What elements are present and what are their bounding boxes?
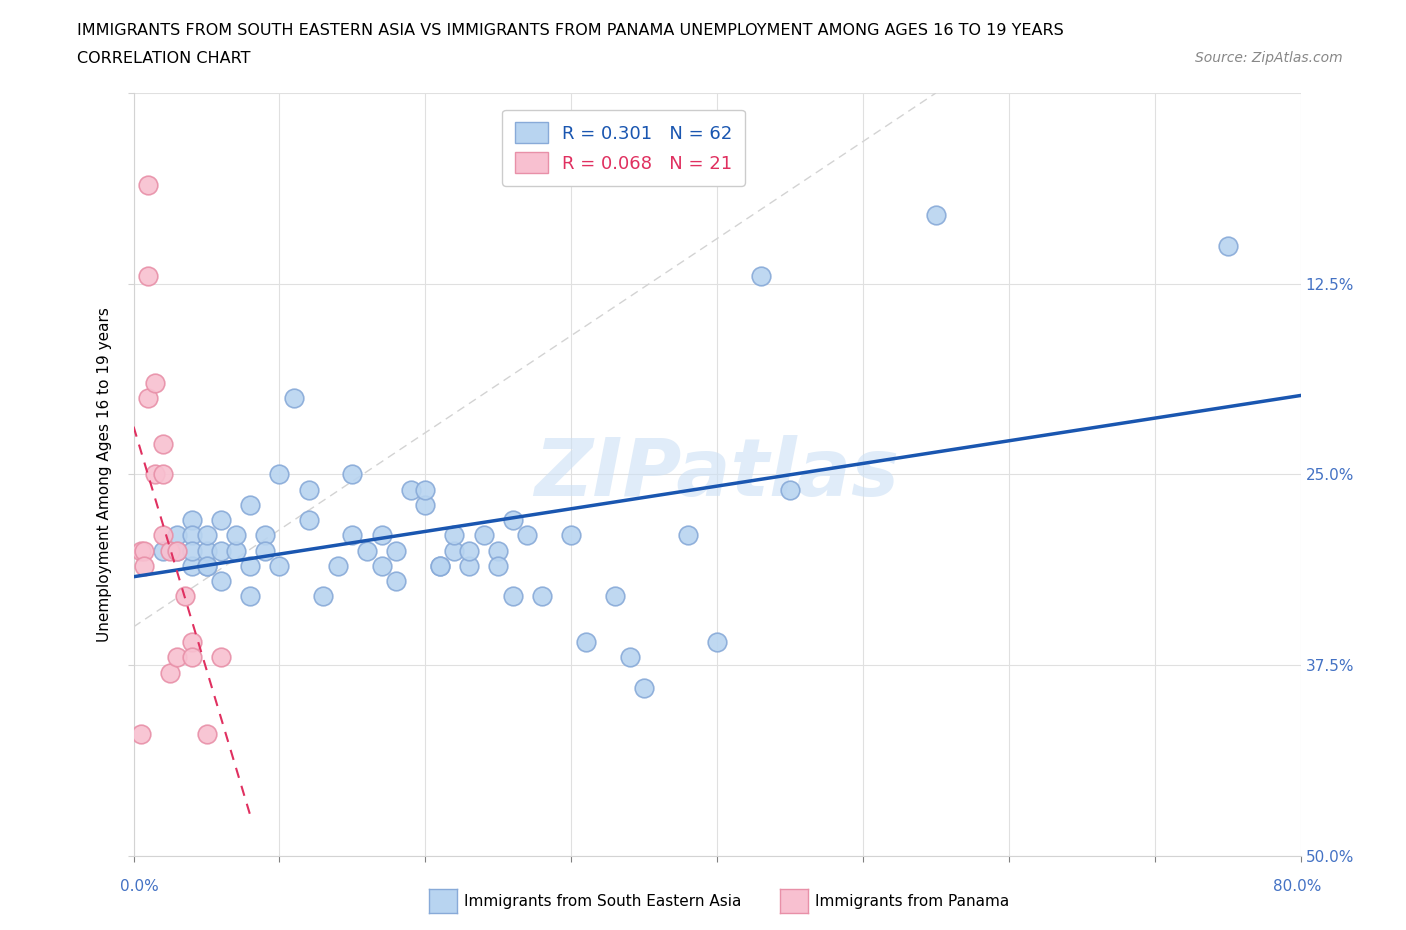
Point xyxy=(560,528,582,543)
Point xyxy=(749,269,772,284)
Point xyxy=(195,558,218,573)
Point xyxy=(575,634,598,649)
Point xyxy=(225,528,247,543)
Point xyxy=(676,528,699,543)
Point xyxy=(195,543,218,558)
Point xyxy=(145,467,167,482)
Point xyxy=(195,726,218,741)
Point xyxy=(619,650,641,665)
Text: IMMIGRANTS FROM SOUTH EASTERN ASIA VS IMMIGRANTS FROM PANAMA UNEMPLOYMENT AMONG : IMMIGRANTS FROM SOUTH EASTERN ASIA VS IM… xyxy=(77,23,1064,38)
Point xyxy=(132,558,155,573)
Point xyxy=(458,558,481,573)
Point xyxy=(385,574,408,589)
Point xyxy=(180,512,202,527)
Point xyxy=(195,528,218,543)
Point xyxy=(225,543,247,558)
Point xyxy=(1216,238,1239,253)
Point xyxy=(633,681,655,696)
Point xyxy=(166,543,188,558)
Y-axis label: Unemployment Among Ages 16 to 19 years: Unemployment Among Ages 16 to 19 years xyxy=(97,307,112,642)
Point xyxy=(152,528,174,543)
Point xyxy=(136,391,159,405)
Point xyxy=(472,528,495,543)
Point xyxy=(239,589,262,604)
Text: 0.0%: 0.0% xyxy=(120,879,159,894)
Point xyxy=(209,543,232,558)
Point xyxy=(209,650,232,665)
Text: ZIPatlas: ZIPatlas xyxy=(534,435,900,513)
Point xyxy=(706,634,728,649)
Point xyxy=(166,543,188,558)
Text: 80.0%: 80.0% xyxy=(1274,879,1322,894)
Point xyxy=(413,482,436,497)
Point xyxy=(486,558,509,573)
Point xyxy=(152,543,174,558)
Point xyxy=(129,726,152,741)
Point xyxy=(385,543,408,558)
Point xyxy=(152,467,174,482)
Point xyxy=(239,558,262,573)
Point xyxy=(166,528,188,543)
Point xyxy=(342,528,364,543)
Point xyxy=(269,558,291,573)
Point xyxy=(166,650,188,665)
Point xyxy=(443,543,465,558)
Point xyxy=(443,528,465,543)
Point xyxy=(326,558,349,573)
Point xyxy=(136,269,159,284)
Point xyxy=(356,543,378,558)
Point xyxy=(209,574,232,589)
Point xyxy=(429,558,451,573)
Text: Immigrants from South Eastern Asia: Immigrants from South Eastern Asia xyxy=(464,894,741,909)
Point xyxy=(429,558,451,573)
Point xyxy=(516,528,538,543)
Point xyxy=(129,543,152,558)
Point xyxy=(370,558,392,573)
Point xyxy=(180,634,202,649)
Point xyxy=(531,589,554,604)
Point xyxy=(180,528,202,543)
Point xyxy=(925,207,948,222)
Point xyxy=(180,543,202,558)
Point xyxy=(132,543,155,558)
Point xyxy=(283,391,305,405)
Text: CORRELATION CHART: CORRELATION CHART xyxy=(77,51,250,66)
Point xyxy=(180,558,202,573)
Point xyxy=(269,467,291,482)
Point xyxy=(458,543,481,558)
Point xyxy=(297,482,319,497)
Point xyxy=(239,498,262,512)
Point xyxy=(370,528,392,543)
Point xyxy=(145,376,167,391)
Point xyxy=(603,589,626,604)
Point xyxy=(253,528,276,543)
Point xyxy=(413,498,436,512)
Point xyxy=(209,512,232,527)
Point xyxy=(502,589,524,604)
Point xyxy=(342,467,364,482)
Point xyxy=(486,543,509,558)
Point xyxy=(399,482,422,497)
Legend: R = 0.301   N = 62, R = 0.068   N = 21: R = 0.301 N = 62, R = 0.068 N = 21 xyxy=(502,110,745,186)
Point xyxy=(297,512,319,527)
Text: Immigrants from Panama: Immigrants from Panama xyxy=(815,894,1010,909)
Point xyxy=(173,589,195,604)
Point xyxy=(180,650,202,665)
Point xyxy=(136,177,159,192)
Point xyxy=(159,543,181,558)
Point xyxy=(502,512,524,527)
Point xyxy=(195,558,218,573)
Point xyxy=(253,543,276,558)
Point xyxy=(312,589,335,604)
Point xyxy=(152,436,174,451)
Point xyxy=(779,482,801,497)
Text: Source: ZipAtlas.com: Source: ZipAtlas.com xyxy=(1195,51,1343,65)
Point xyxy=(159,665,181,680)
